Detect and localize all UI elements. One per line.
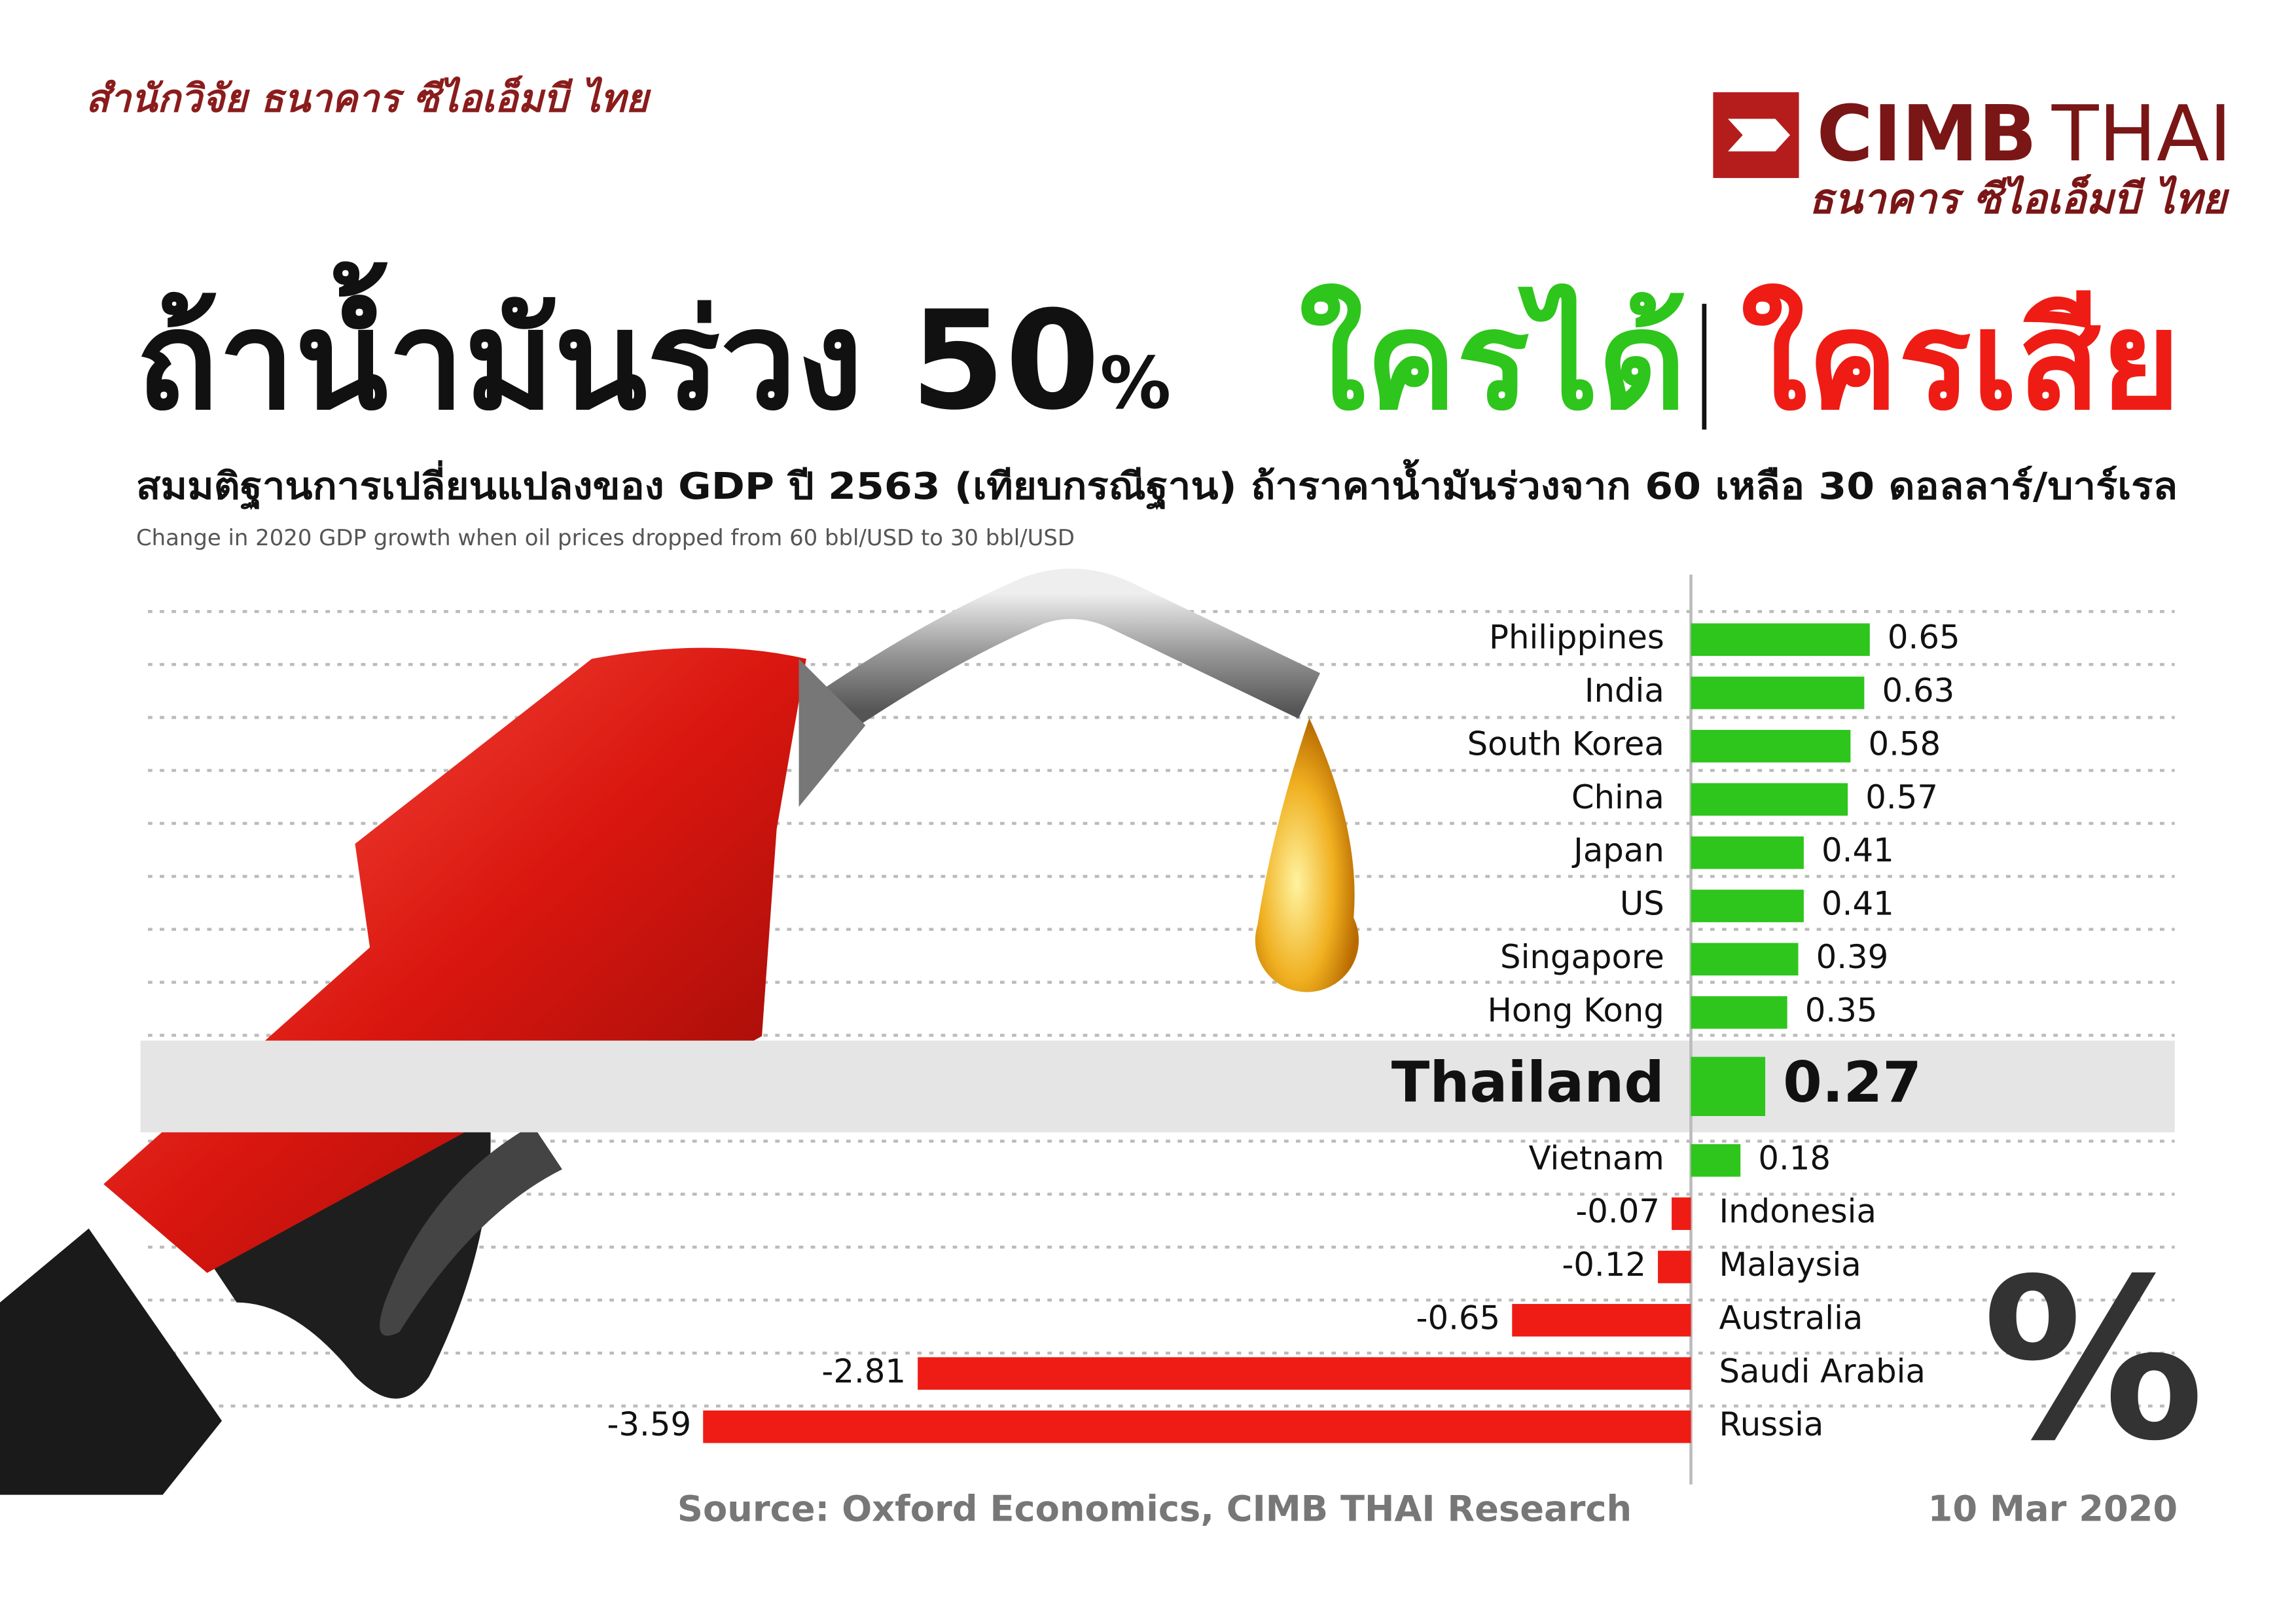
- bar: [918, 1357, 1691, 1390]
- category-label: Hong Kong: [1488, 991, 1664, 1029]
- value-label: 0.65: [1888, 619, 1960, 657]
- bar: [1512, 1304, 1691, 1337]
- value-label: 0.63: [1882, 672, 1955, 710]
- logo-bank-name: ธนาคาร ซีไอเอ็มบี ไทย: [1809, 174, 2230, 223]
- category-label: Japan: [1571, 831, 1664, 869]
- highlight-band: [140, 1040, 2175, 1132]
- category-label: South Korea: [1467, 725, 1664, 763]
- value-label: -0.07: [1575, 1193, 1660, 1231]
- bar: [1691, 943, 1799, 976]
- category-label: Australia: [1719, 1299, 1863, 1337]
- logo-brand: CIMB: [1817, 89, 2037, 179]
- hose: [0, 1228, 223, 1495]
- category-label: Singapore: [1500, 938, 1664, 976]
- subtitle: สมมติฐานการเปลี่ยนแปลงของ GDP ปี 2563 (เ…: [136, 459, 2178, 510]
- bar: [1691, 783, 1848, 816]
- unit-label: %: [1982, 1231, 2204, 1490]
- source: Source: Oxford Economics, CIMB THAI Rese…: [677, 1489, 1632, 1530]
- value-label: -0.65: [1416, 1299, 1501, 1337]
- bar: [1691, 676, 1865, 710]
- category-label: Thailand: [1391, 1050, 1664, 1115]
- logo: CIMB THAI ธนาคาร ซีไอเอ็มบี ไทย: [1713, 89, 2232, 223]
- value-label: -3.59: [607, 1405, 691, 1443]
- category-label: Vietnam: [1529, 1139, 1664, 1177]
- value-label: 0.18: [1758, 1139, 1831, 1177]
- category-label: Russia: [1719, 1405, 1823, 1443]
- bar: [1691, 1056, 1766, 1116]
- logo-text: CIMB THAI: [1817, 89, 2232, 179]
- category-label: India: [1585, 672, 1664, 710]
- nozzle-pipe: [821, 568, 1321, 732]
- title-gainers: ใครได้: [1299, 282, 1687, 441]
- nozzle-collar: [798, 659, 866, 807]
- oil-drop: [1255, 717, 1359, 992]
- value-label: 0.41: [1821, 831, 1894, 869]
- value-label: 0.41: [1821, 885, 1894, 923]
- title-main: ถ้าน้ำมันร่วง 50: [136, 261, 1100, 441]
- category-label: China: [1571, 778, 1664, 816]
- category-label: Saudi Arabia: [1719, 1352, 1925, 1390]
- category-label: US: [1620, 885, 1664, 923]
- bar: [1691, 1144, 1741, 1177]
- logo-chevron: [1728, 118, 1790, 152]
- value-label: 0.27: [1783, 1050, 1922, 1115]
- title-losers: ใครเสีย: [1741, 282, 2181, 441]
- value-label: 0.35: [1805, 991, 1878, 1029]
- value-label: -2.81: [821, 1352, 906, 1390]
- category-label: Philippines: [1489, 619, 1664, 657]
- value-label: -0.12: [1562, 1246, 1646, 1284]
- handle-inner: [380, 1125, 562, 1336]
- bars: Philippines 0.65 India 0.63 South Korea 0.58 C…: [140, 574, 2175, 1485]
- bar: [1691, 730, 1851, 763]
- date: 10 Mar 2020: [1928, 1489, 2178, 1530]
- title-percent: %: [1100, 342, 1171, 425]
- category-label: Indonesia: [1719, 1193, 1876, 1231]
- bar: [1691, 623, 1870, 657]
- handle: [207, 1095, 491, 1399]
- research-unit: สำนักวิจัย ธนาคาร ซีไอเอ็มบี ไทย: [86, 75, 651, 121]
- bar: [1658, 1250, 1691, 1284]
- subtitle-en: Change in 2020 GDP growth when oil price…: [136, 525, 1075, 550]
- value-label: 0.57: [1865, 778, 1938, 816]
- bar: [1691, 890, 1804, 922]
- logo-country: THAI: [2051, 89, 2232, 179]
- value-label: 0.58: [1868, 725, 1941, 763]
- bar: [1691, 996, 1787, 1029]
- bar: [1672, 1197, 1691, 1231]
- category-label: Malaysia: [1719, 1246, 1861, 1284]
- bar: [703, 1410, 1691, 1443]
- title: ถ้าน้ำมันร่วง 50%: [136, 261, 1171, 441]
- bar: [1691, 836, 1804, 869]
- value-label: 0.39: [1816, 938, 1889, 976]
